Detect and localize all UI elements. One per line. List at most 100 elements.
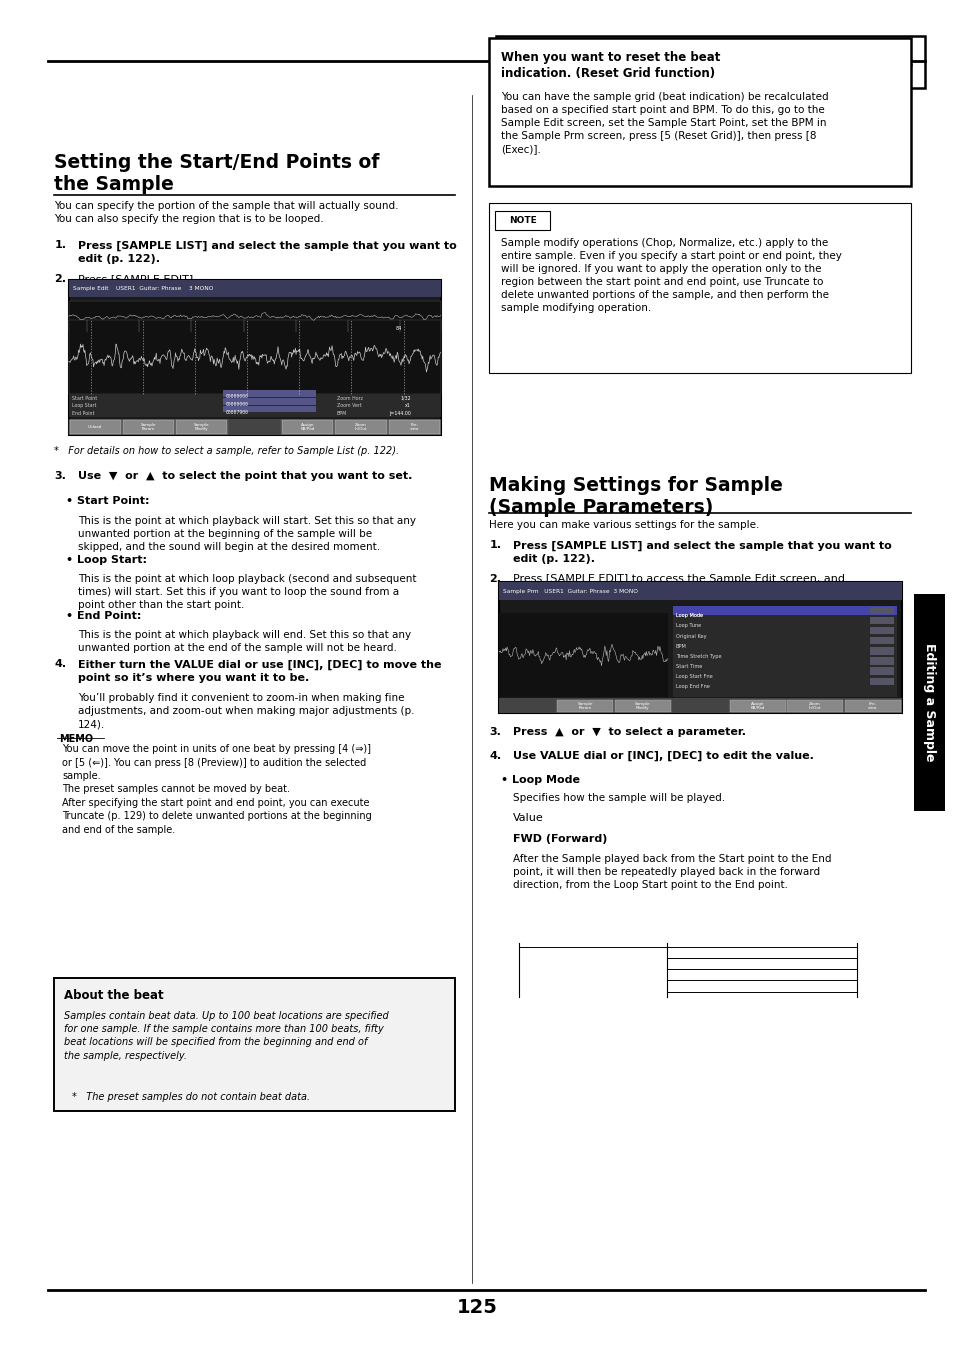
Bar bbox=[123, 420, 173, 434]
Text: End Point: End Point bbox=[71, 411, 94, 416]
FancyBboxPatch shape bbox=[489, 38, 910, 186]
Text: Loop Start Fne: Loop Start Fne bbox=[675, 674, 712, 680]
Bar bbox=[557, 700, 613, 712]
Text: This is the point at which loop playback (second and subsequent
times) will star: This is the point at which loop playback… bbox=[78, 574, 416, 611]
Bar bbox=[913, 594, 944, 811]
Text: When you want to reset the beat
indication. (Reset Grid function): When you want to reset the beat indicati… bbox=[500, 51, 720, 80]
Bar bbox=[869, 658, 893, 665]
Text: Loop Start: Loop Start bbox=[71, 404, 96, 408]
Text: End P.: End P. bbox=[842, 908, 869, 917]
FancyBboxPatch shape bbox=[498, 582, 901, 713]
Text: Assign
KB/Pad: Assign KB/Pad bbox=[750, 703, 764, 709]
Text: 00000000: 00000000 bbox=[226, 403, 249, 407]
Text: Making Settings for Sample
(Sample Parameters): Making Settings for Sample (Sample Param… bbox=[489, 476, 782, 517]
Text: 125: 125 bbox=[456, 1298, 497, 1317]
Text: Sample modify operations (Chop, Normalize, etc.) apply to the
entire sample. Eve: Sample modify operations (Chop, Normaliz… bbox=[500, 238, 841, 313]
Text: 00000000: 00000000 bbox=[226, 394, 249, 400]
Text: Sample Prm   USER1  Guitar: Phrase  3 MONO: Sample Prm USER1 Guitar: Phrase 3 MONO bbox=[502, 589, 637, 593]
Text: Sample
Param: Sample Param bbox=[577, 703, 593, 709]
Bar bbox=[69, 280, 440, 297]
Text: Start Time: Start Time bbox=[675, 665, 701, 669]
Text: Start P.: Start P. bbox=[651, 924, 682, 934]
Text: Loop End Fne: Loop End Fne bbox=[675, 685, 709, 689]
Bar bbox=[69, 320, 440, 394]
Text: Original Key: Original Key bbox=[675, 634, 705, 639]
FancyBboxPatch shape bbox=[495, 211, 550, 230]
Bar bbox=[869, 647, 893, 655]
Text: Setting the Start/End Points of
the Sample: Setting the Start/End Points of the Samp… bbox=[54, 153, 379, 195]
Text: Use VALUE dial or [INC], [DEC] to edit the value.: Use VALUE dial or [INC], [DEC] to edit t… bbox=[513, 751, 813, 762]
Bar bbox=[282, 420, 334, 434]
Text: x1: x1 bbox=[405, 404, 411, 408]
Text: You can move the point in units of one beat by pressing [4 (⇒)]
or [5 (⇐)]. You : You can move the point in units of one b… bbox=[62, 744, 372, 835]
Text: Use  ▼  or  ▲  to select the point that you want to set.: Use ▼ or ▲ to select the point that you … bbox=[78, 471, 412, 481]
Text: • Start Point:: • Start Point: bbox=[66, 496, 150, 505]
Text: Zoom Vert: Zoom Vert bbox=[336, 404, 361, 408]
Text: Press [SAMPLE LIST] and select the sample that you want to
edit (p. 122).: Press [SAMPLE LIST] and select the sampl… bbox=[513, 540, 891, 563]
Bar bbox=[672, 607, 896, 615]
Text: Press [SAMPLE EDIT] to access the Sample Edit screen, and
press [2 (Sample Param: Press [SAMPLE EDIT] to access the Sample… bbox=[513, 574, 844, 597]
Bar bbox=[615, 700, 670, 712]
Text: Unload: Unload bbox=[88, 426, 102, 428]
Text: J=144.00: J=144.00 bbox=[389, 411, 411, 416]
Text: Press [SAMPLE EDIT].: Press [SAMPLE EDIT]. bbox=[78, 274, 197, 284]
Text: You can specify the portion of the sample that will actually sound.
You can also: You can specify the portion of the sampl… bbox=[54, 201, 398, 224]
Text: Loop: Loop bbox=[656, 908, 678, 917]
Text: 1.: 1. bbox=[54, 240, 67, 250]
Text: 1.: 1. bbox=[489, 540, 501, 550]
Text: Press [SAMPLE LIST] and select the sample that you want to
edit (p. 122).: Press [SAMPLE LIST] and select the sampl… bbox=[78, 240, 456, 263]
Text: You’ll probably find it convenient to zoom-in when making fine
adjustments, and : You’ll probably find it convenient to zo… bbox=[78, 693, 415, 730]
Bar bbox=[223, 390, 315, 397]
Text: 4.: 4. bbox=[54, 659, 67, 669]
Text: 3.: 3. bbox=[54, 471, 66, 481]
Text: • End Point:: • End Point: bbox=[66, 611, 141, 620]
Text: BPM: BPM bbox=[675, 644, 686, 648]
Bar bbox=[869, 638, 893, 644]
Text: Sample
Param: Sample Param bbox=[140, 423, 156, 431]
Text: Value: Value bbox=[513, 813, 543, 823]
Text: Pre-
view: Pre- view bbox=[867, 703, 877, 709]
Text: Press  ▲  or  ▼  to select a parameter.: Press ▲ or ▼ to select a parameter. bbox=[513, 727, 745, 736]
Text: Loop Mode: Loop Mode bbox=[675, 613, 702, 619]
Text: Time Stretch Type: Time Stretch Type bbox=[675, 654, 720, 659]
Text: Samples contain beat data. Up to 100 beat locations are specified
for one sample: Samples contain beat data. Up to 100 bea… bbox=[64, 1011, 388, 1061]
Text: Sample
Modify: Sample Modify bbox=[635, 703, 650, 709]
Bar bbox=[223, 405, 315, 412]
FancyBboxPatch shape bbox=[54, 978, 455, 1111]
Text: FWD (Forward): FWD (Forward) bbox=[513, 834, 607, 843]
Text: You can have the sample grid (beat indication) be recalculated
based on a specif: You can have the sample grid (beat indic… bbox=[500, 92, 827, 154]
Bar bbox=[869, 667, 893, 676]
Bar bbox=[869, 627, 893, 635]
Text: Editing a Sample: Editing a Sample bbox=[768, 54, 913, 70]
Bar bbox=[869, 678, 893, 685]
Text: About the beat: About the beat bbox=[64, 989, 163, 1002]
Bar bbox=[786, 700, 842, 712]
Bar bbox=[175, 420, 227, 434]
Bar bbox=[335, 420, 386, 434]
Bar bbox=[729, 700, 784, 712]
Bar bbox=[672, 611, 896, 697]
Text: This is the point at which playback will start. Set this so that any
unwanted po: This is the point at which playback will… bbox=[78, 516, 416, 553]
Text: Zoom
In/Out: Zoom In/Out bbox=[808, 703, 821, 709]
Bar bbox=[223, 399, 315, 405]
Bar bbox=[869, 616, 893, 624]
Text: Specifies how the sample will be played.: Specifies how the sample will be played. bbox=[513, 793, 724, 802]
Bar bbox=[869, 607, 893, 613]
Text: Here you can make various settings for the sample.: Here you can make various settings for t… bbox=[489, 520, 759, 530]
Text: Loop Tune: Loop Tune bbox=[675, 624, 700, 628]
Text: 4.: 4. bbox=[489, 751, 501, 761]
Text: *   For details on how to select a sample, refer to Sample List (p. 122).: * For details on how to select a sample,… bbox=[54, 446, 399, 455]
Text: Sample
Modify: Sample Modify bbox=[193, 423, 209, 431]
Bar bbox=[844, 700, 900, 712]
Text: This is the point at which playback will end. Set this so that any
unwanted port: This is the point at which playback will… bbox=[78, 630, 411, 653]
Text: After the Sample played back from the Start point to the End
point, it will then: After the Sample played back from the St… bbox=[513, 854, 831, 890]
FancyBboxPatch shape bbox=[69, 280, 440, 435]
Bar bbox=[70, 420, 121, 434]
FancyBboxPatch shape bbox=[489, 203, 910, 373]
Text: Sample Edit    USER1  Guitar: Phrase    3 MONO: Sample Edit USER1 Guitar: Phrase 3 MONO bbox=[72, 286, 213, 290]
Text: Start Point: Start Point bbox=[71, 396, 96, 401]
Text: • Loop Start:: • Loop Start: bbox=[66, 555, 147, 565]
Text: • Loop Mode: • Loop Mode bbox=[500, 775, 579, 785]
Text: BPM: BPM bbox=[336, 411, 347, 416]
Bar bbox=[69, 301, 440, 332]
